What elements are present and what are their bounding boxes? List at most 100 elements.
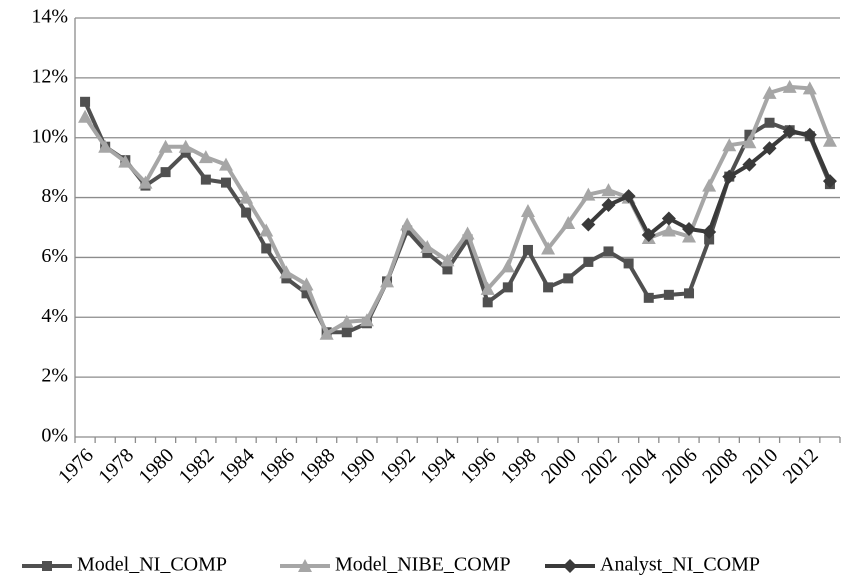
data-point bbox=[339, 314, 354, 328]
data-point bbox=[239, 190, 254, 204]
data-point bbox=[261, 243, 272, 254]
data-point bbox=[704, 234, 715, 245]
data-point bbox=[198, 150, 213, 164]
legend-marker bbox=[563, 559, 577, 573]
data-point bbox=[601, 183, 616, 197]
data-point bbox=[80, 96, 91, 107]
x-tick-label: 2010 bbox=[738, 444, 782, 488]
data-point bbox=[380, 274, 395, 288]
y-tick-label: 10% bbox=[31, 125, 68, 147]
data-point bbox=[299, 277, 314, 291]
data-point bbox=[301, 288, 312, 299]
x-tick-label: 1992 bbox=[376, 444, 420, 488]
data-point bbox=[641, 227, 656, 242]
data-point bbox=[762, 85, 777, 99]
x-tick-label: 2008 bbox=[698, 444, 742, 488]
data-point bbox=[500, 259, 515, 273]
y-tick-label: 6% bbox=[41, 245, 68, 267]
data-point bbox=[359, 313, 374, 327]
data-point bbox=[440, 253, 455, 267]
data-point bbox=[241, 207, 252, 218]
data-point bbox=[661, 211, 676, 226]
legend-marker bbox=[42, 561, 52, 571]
legend-label: Analyst_NI_COMP bbox=[600, 554, 760, 576]
data-point bbox=[742, 157, 757, 172]
x-tick-label: 1984 bbox=[215, 444, 259, 488]
data-point bbox=[522, 244, 533, 255]
x-tick-label: 1990 bbox=[336, 444, 380, 488]
series-line bbox=[83, 100, 832, 335]
data-point bbox=[663, 289, 674, 300]
data-point bbox=[802, 127, 817, 142]
data-point bbox=[118, 154, 133, 168]
data-point bbox=[561, 216, 576, 230]
x-tick-label: 2000 bbox=[537, 444, 581, 488]
data-point bbox=[583, 256, 594, 267]
x-tick-label: 2004 bbox=[618, 444, 662, 488]
data-point bbox=[822, 133, 837, 147]
data-point bbox=[460, 226, 475, 240]
legend-label: Model_NI_COMP bbox=[77, 554, 227, 576]
data-point bbox=[782, 124, 797, 139]
data-point bbox=[682, 221, 697, 236]
x-tick-label: 1978 bbox=[94, 444, 138, 488]
data-point bbox=[581, 217, 596, 232]
y-tick-label: 2% bbox=[41, 365, 68, 387]
y-tick-label: 12% bbox=[31, 65, 68, 87]
data-point bbox=[98, 139, 113, 153]
x-tick-label: 1982 bbox=[175, 444, 219, 488]
data-point bbox=[762, 141, 777, 156]
data-point bbox=[541, 241, 556, 255]
data-point bbox=[138, 175, 153, 189]
x-tick-label: 1988 bbox=[296, 444, 340, 488]
x-tick-label: 1980 bbox=[135, 444, 179, 488]
data-point bbox=[742, 135, 757, 149]
data-point bbox=[442, 264, 453, 275]
data-point bbox=[621, 189, 636, 204]
y-tick-label: 0% bbox=[41, 425, 68, 447]
x-tick-label: 1998 bbox=[497, 444, 541, 488]
x-tick-label: 2006 bbox=[658, 444, 702, 488]
data-point bbox=[502, 282, 513, 293]
data-point bbox=[482, 297, 493, 308]
x-tick-label: 2002 bbox=[577, 444, 621, 488]
data-point bbox=[623, 258, 634, 269]
data-point bbox=[764, 117, 775, 128]
data-point bbox=[702, 224, 717, 239]
data-point bbox=[822, 174, 837, 189]
y-tick-label: 4% bbox=[41, 305, 68, 327]
data-point bbox=[78, 109, 93, 123]
x-tick-label: 1976 bbox=[54, 444, 98, 488]
data-point bbox=[319, 326, 334, 340]
data-point bbox=[259, 223, 274, 237]
data-point bbox=[279, 265, 294, 279]
data-point bbox=[178, 139, 193, 153]
data-point bbox=[218, 157, 233, 171]
data-point bbox=[543, 282, 554, 293]
data-point bbox=[603, 246, 614, 257]
x-tick-label: 1986 bbox=[255, 444, 299, 488]
data-point bbox=[722, 169, 737, 184]
data-point bbox=[480, 281, 495, 295]
data-point bbox=[802, 81, 817, 95]
data-point bbox=[782, 79, 797, 93]
data-point bbox=[684, 288, 695, 299]
data-point bbox=[643, 292, 654, 303]
x-tick-label: 1994 bbox=[416, 444, 460, 488]
x-tick-label: 2012 bbox=[779, 444, 823, 488]
data-point bbox=[520, 204, 535, 218]
data-point bbox=[744, 129, 755, 140]
legend-label: Model_NIBE_COMP bbox=[335, 554, 511, 576]
data-point bbox=[341, 327, 352, 338]
data-point bbox=[158, 139, 173, 153]
data-point bbox=[563, 273, 574, 284]
data-point bbox=[420, 239, 435, 253]
y-tick-label: 8% bbox=[41, 185, 68, 207]
data-point bbox=[160, 167, 171, 178]
data-point bbox=[200, 174, 211, 185]
data-point bbox=[722, 138, 737, 152]
x-tick-label: 1996 bbox=[457, 444, 501, 488]
data-point bbox=[661, 223, 676, 237]
legend-marker bbox=[298, 559, 312, 572]
